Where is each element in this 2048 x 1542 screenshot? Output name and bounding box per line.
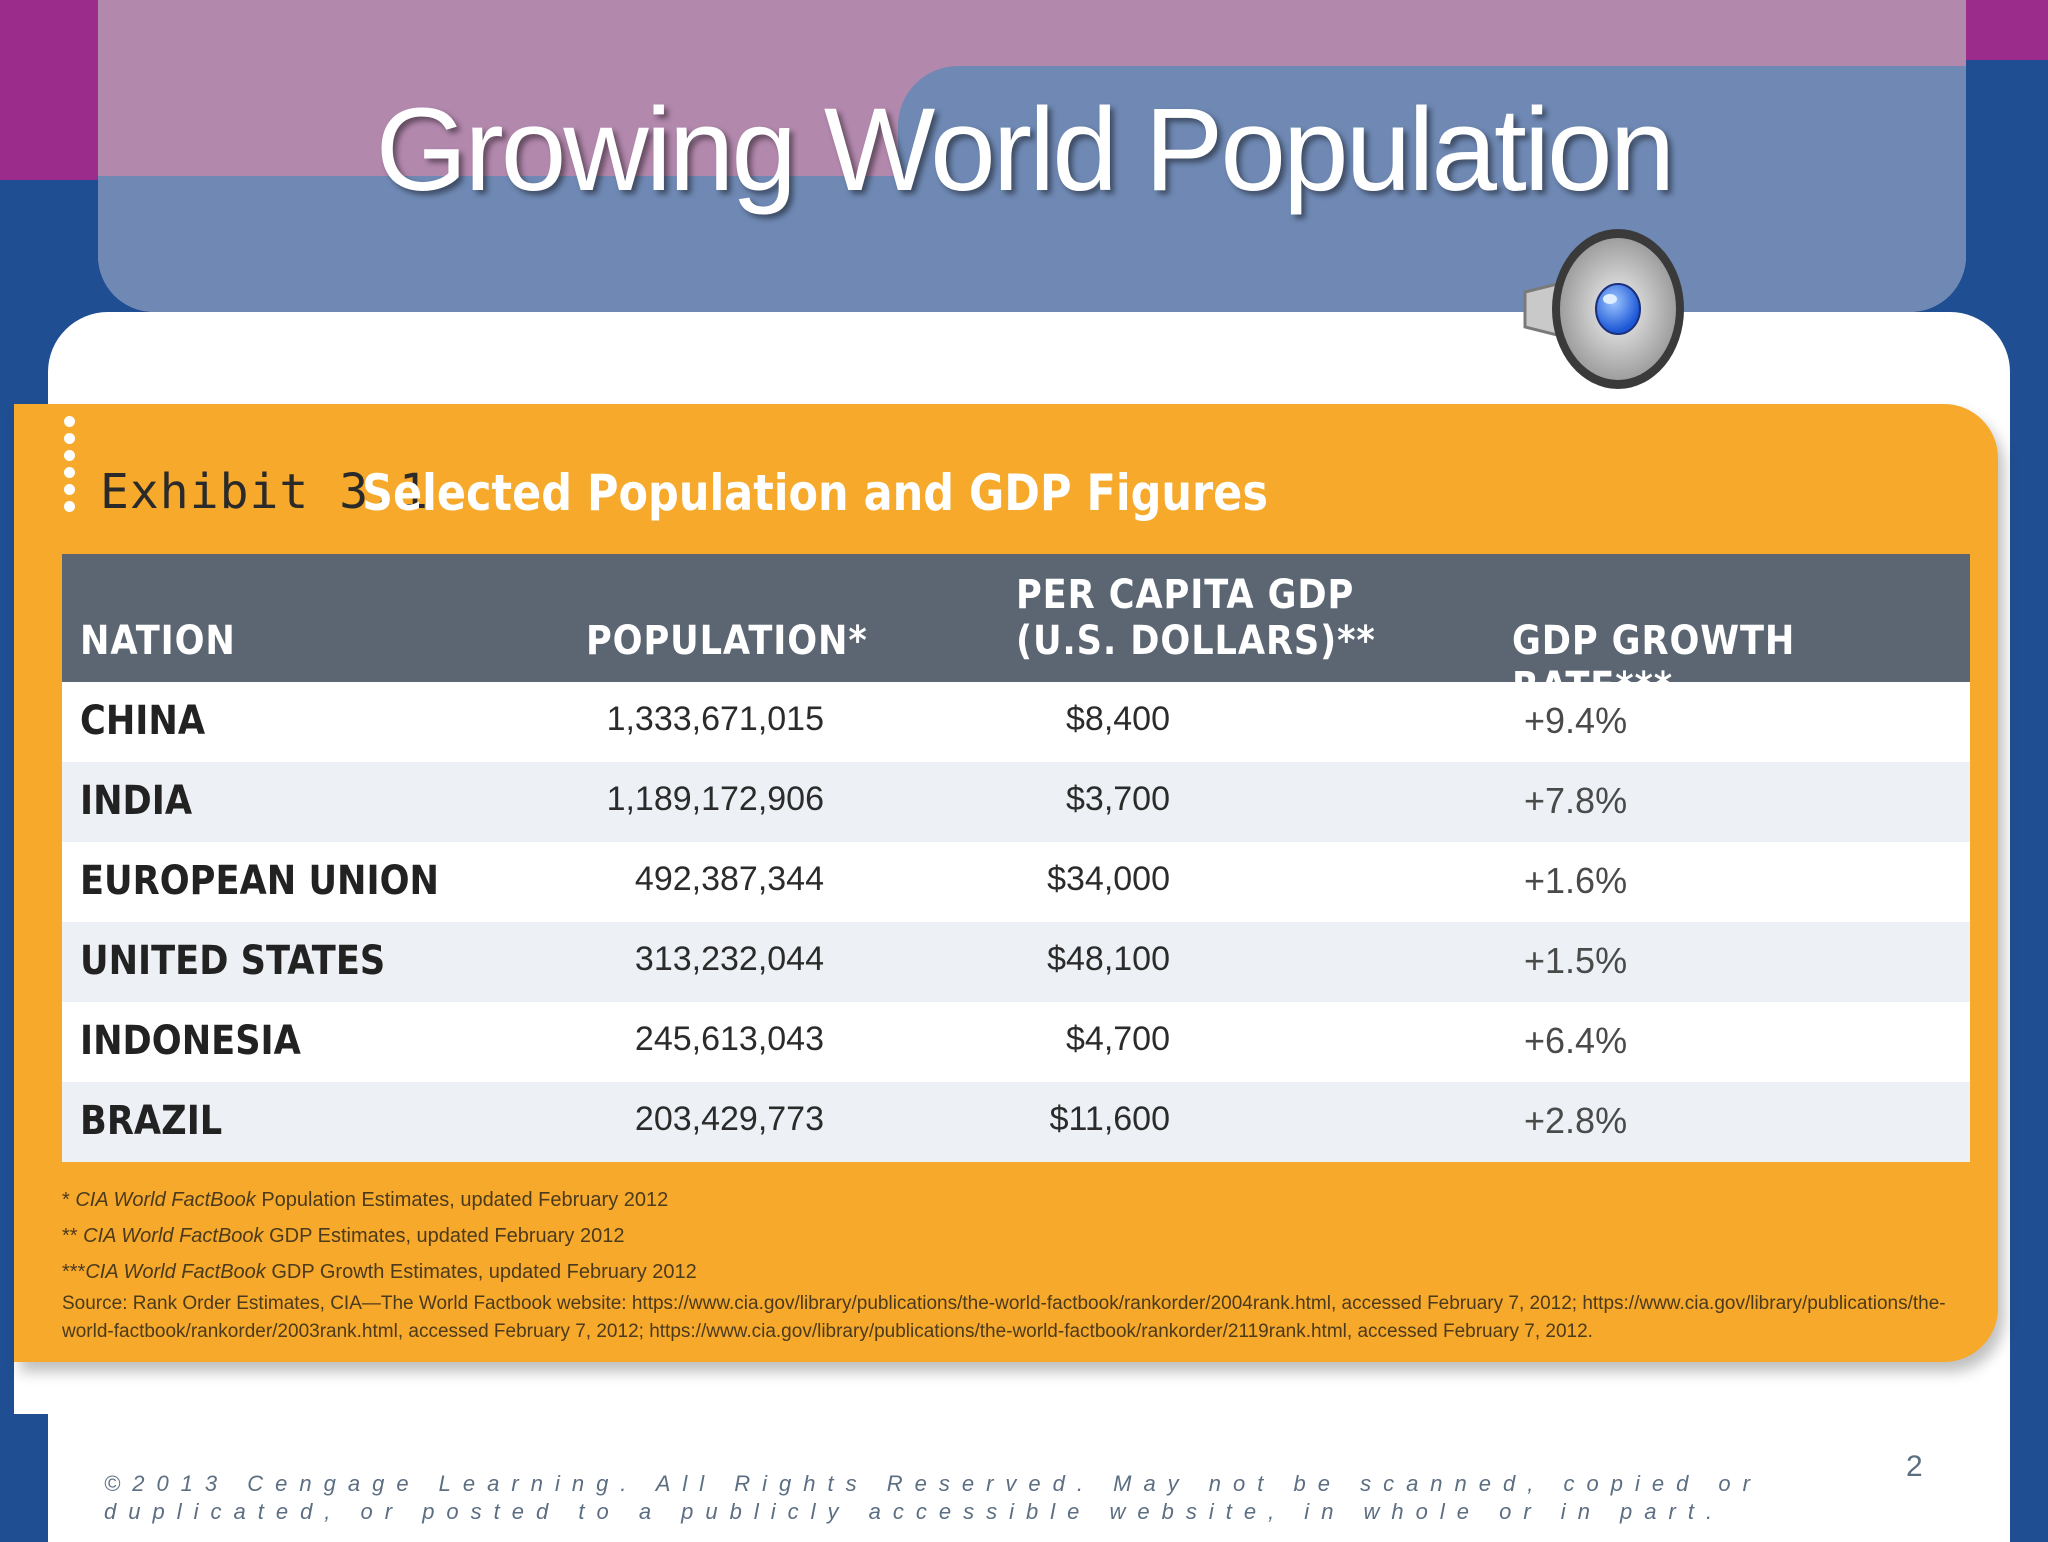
population-gdp-table: NATION POPULATION* PER CAPITA GDP (U.S. … [62, 554, 1970, 1162]
gdp-cell: $8,400 [1066, 700, 1170, 738]
population-cell: 203,429,773 [634, 1100, 824, 1138]
footnote-line: ***CIA World FactBook GDP Growth Estimat… [62, 1254, 1962, 1290]
gdp-cell: $11,600 [1049, 1100, 1170, 1138]
footnote-text: Population Estimates, updated February 2… [255, 1189, 669, 1211]
speaker-icon[interactable] [1515, 222, 1695, 392]
header-gdp-line1: PER CAPITA GDP [1016, 572, 1355, 618]
population-cell: 313,232,044 [634, 940, 824, 978]
growth-rate-cell: +9.4% [1524, 700, 1628, 741]
nation-cell: INDONESIA [80, 1018, 301, 1064]
header-gdp: PER CAPITA GDP (U.S. DOLLARS)** [1016, 572, 1376, 664]
growth-rate-cell: +1.6% [1524, 860, 1628, 901]
footnote-marker: ** [62, 1225, 84, 1247]
exhibit-title: Selected Population and GDP Figures [362, 464, 1268, 522]
exhibit-card: Exhibit 3.1 Selected Population and GDP … [14, 404, 1998, 1362]
nation-cell: INDIA [80, 778, 193, 824]
footnote-marker: *** [62, 1261, 86, 1283]
footnote-line: ** CIA World FactBook GDP Estimates, upd… [62, 1218, 1962, 1254]
table-row: INDONESIA 245,613,043 $4,700 +6.4% [62, 1002, 1970, 1082]
nation-cell: BRAZIL [80, 1098, 223, 1144]
population-cell: 1,189,172,906 [606, 780, 824, 818]
table-notes: * CIA World FactBook Population Estimate… [62, 1182, 1962, 1346]
population-cell: 245,613,043 [634, 1020, 824, 1058]
nation-cell: EUROPEAN UNION [80, 858, 439, 904]
table-header: NATION POPULATION* PER CAPITA GDP (U.S. … [62, 554, 1970, 710]
footnote-line: * CIA World FactBook Population Estimate… [62, 1182, 1962, 1218]
exhibit-label: Exhibit 3.1 [100, 464, 429, 520]
growth-rate-cell: +2.8% [1524, 1100, 1628, 1141]
table-row: BRAZIL 203,429,773 $11,600 +2.8% [62, 1082, 1970, 1162]
gdp-cell: $3,700 [1066, 780, 1170, 818]
gdp-cell: $34,000 [1047, 860, 1170, 898]
slide-title: Growing World Population [375, 84, 1676, 216]
footnote-source: CIA World FactBook [75, 1189, 256, 1211]
header-nation: NATION [80, 618, 236, 664]
population-cell: 492,387,344 [634, 860, 824, 898]
decorative-dots [64, 416, 78, 526]
gdp-cell: $4,700 [1066, 1020, 1170, 1058]
population-cell: 1,333,671,015 [606, 700, 824, 738]
header-gdp-line2: (U.S. DOLLARS)** [1016, 618, 1376, 664]
footnote-text: GDP Estimates, updated February 2012 [263, 1225, 625, 1247]
title-panel-accent [898, 66, 1966, 312]
gdp-cell: $48,100 [1047, 940, 1170, 978]
page-number: 2 [1906, 1450, 1923, 1483]
footnote-source: CIA World FactBook [85, 1261, 266, 1283]
table-body: CHINA 1,333,671,015 $8,400 +9.4% INDIA 1,189,… [62, 682, 1970, 1162]
growth-rate-cell: +7.8% [1524, 780, 1628, 821]
table-row: EUROPEAN UNION 492,387,344 $34,000 +1.6% [62, 842, 1970, 922]
nation-cell: CHINA [80, 698, 206, 744]
source-note: Source: Rank Order Estimates, CIA—The Wo… [62, 1293, 1946, 1342]
header-population: POPULATION* [586, 618, 868, 664]
copyright-notice: ©2013 Cengage Learning. All Rights Reser… [104, 1471, 1762, 1524]
growth-rate-cell: +1.5% [1524, 940, 1628, 981]
footnote-marker: * [62, 1189, 76, 1211]
nation-cell: UNITED STATES [80, 938, 386, 984]
table-row: CHINA 1,333,671,015 $8,400 +9.4% [62, 682, 1970, 762]
footnote-source: CIA World FactBook [83, 1225, 264, 1247]
footnote-text: GDP Growth Estimates, updated February 2… [265, 1261, 697, 1283]
table-row: INDIA 1,189,172,906 $3,700 +7.8% [62, 762, 1970, 842]
growth-rate-cell: +6.4% [1524, 1020, 1628, 1061]
table-row: UNITED STATES 313,232,044 $48,100 +1.5% [62, 922, 1970, 1002]
footnotes: * CIA World FactBook Population Estimate… [62, 1182, 1962, 1290]
